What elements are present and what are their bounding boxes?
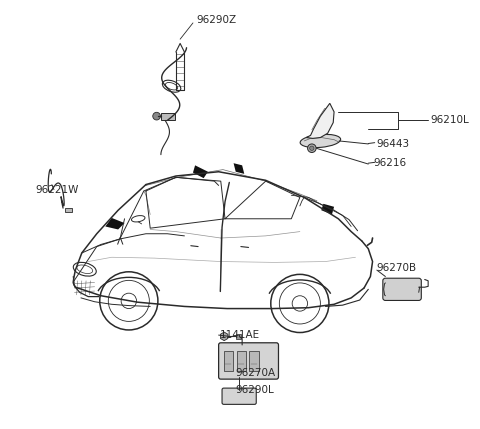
Circle shape <box>308 144 316 152</box>
Circle shape <box>310 146 314 150</box>
Polygon shape <box>193 165 208 178</box>
Bar <box>237 351 246 372</box>
Polygon shape <box>321 204 334 214</box>
Text: 96221W: 96221W <box>36 185 79 195</box>
Bar <box>161 113 175 120</box>
Bar <box>65 208 72 212</box>
Ellipse shape <box>300 134 341 148</box>
Polygon shape <box>105 218 124 230</box>
Polygon shape <box>306 103 334 139</box>
Bar <box>236 334 241 338</box>
Text: 96290L: 96290L <box>236 385 275 395</box>
Polygon shape <box>234 163 244 174</box>
Text: 96216: 96216 <box>373 158 407 168</box>
Text: 1141AE: 1141AE <box>219 330 260 340</box>
Bar <box>250 351 259 372</box>
Text: 96290Z: 96290Z <box>196 15 237 25</box>
Circle shape <box>153 112 160 120</box>
Text: 96443: 96443 <box>377 139 410 149</box>
Text: 96210L: 96210L <box>430 115 469 125</box>
Text: 96270A: 96270A <box>235 368 275 378</box>
Bar <box>224 351 233 372</box>
Text: 96270B: 96270B <box>377 263 417 273</box>
Text: ⋀: ⋀ <box>117 237 123 246</box>
FancyBboxPatch shape <box>218 343 278 379</box>
FancyBboxPatch shape <box>383 278 421 300</box>
FancyBboxPatch shape <box>222 388 256 405</box>
